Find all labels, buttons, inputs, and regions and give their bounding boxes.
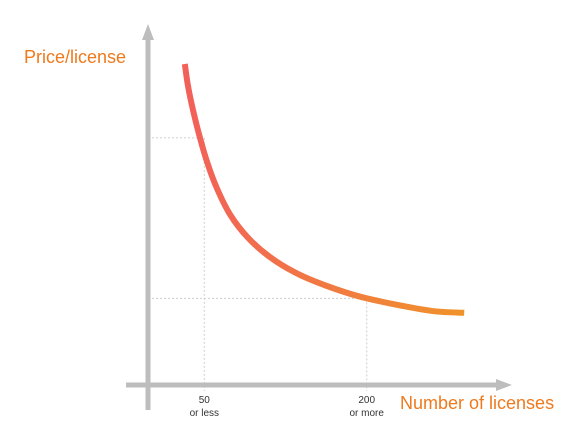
- x-tick-label-1: 200 or more: [349, 395, 384, 419]
- y-axis-title: Price/license: [24, 47, 126, 67]
- guide-lines: [148, 137, 368, 391]
- x-axis-arrow-icon: [496, 379, 512, 391]
- x-tick-label-qualifier-1: or more: [349, 408, 384, 419]
- x-tick-label-value-1: 200: [358, 395, 375, 406]
- x-tick-labels: 50 or less 200 or more: [190, 395, 385, 419]
- y-axis-arrow-icon: [142, 24, 154, 40]
- curve-layer: [181, 63, 465, 316]
- x-axis-title: Number of licenses: [400, 393, 554, 413]
- x-tick-label-value-0: 50: [199, 395, 211, 406]
- price-curve-line: [181, 63, 465, 316]
- x-tick-label-qualifier-0: or less: [190, 408, 219, 419]
- x-tick-label-0: 50 or less: [190, 395, 219, 419]
